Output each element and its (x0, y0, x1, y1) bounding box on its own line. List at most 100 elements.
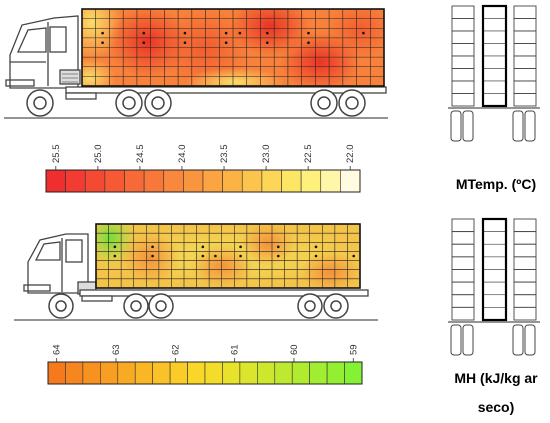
rear-panel-cell (451, 5, 475, 19)
rear-center-cell (482, 256, 507, 270)
rear-center-cell (482, 18, 507, 32)
scale-swatch (104, 169, 125, 193)
temperature-title: MTemp. (ºC) (456, 176, 536, 192)
sensor-point (224, 31, 228, 35)
scale-border (45, 169, 361, 193)
temperature-scale-ticks: 25.5 25.0 24.5 24.0 23.5 23.0 22.5 22.0 (51, 145, 356, 170)
scale-swatch (326, 361, 345, 385)
sensor-point (101, 41, 104, 44)
rear-panel-cell (513, 269, 537, 283)
sensor-point (307, 31, 310, 35)
rear-center-cell (482, 43, 507, 57)
sensor-point (142, 41, 146, 44)
rear-panel-cell (451, 80, 475, 94)
sensor-point (201, 245, 205, 249)
scale-tick-label: 23.0 (261, 145, 272, 164)
sensor-point (314, 245, 318, 249)
sensor-point (362, 31, 365, 35)
scale-swatch (320, 169, 341, 193)
sensor-point (224, 41, 228, 44)
humidity-heatmap (96, 224, 360, 288)
sensor-point (238, 31, 242, 35)
scale-swatch (187, 361, 206, 385)
scale-swatch (291, 361, 310, 385)
rear-wheel (512, 110, 524, 142)
scale-swatch (117, 361, 136, 385)
scale-swatch (241, 169, 263, 193)
sensor-point (101, 31, 104, 35)
rear-wheel (524, 110, 536, 142)
rear-center-cell (482, 80, 507, 94)
rear-panel-cell (451, 218, 475, 233)
scale-tick-label: 22.0 (345, 145, 356, 164)
scale-swatch (257, 361, 276, 385)
rear-wheel (524, 324, 536, 356)
truck-chassis (65, 86, 387, 100)
scale-swatch (222, 169, 243, 193)
scale-swatch (261, 169, 282, 193)
scale-swatch (300, 169, 322, 193)
rear-panel-cell (513, 55, 537, 69)
scale-swatch (202, 169, 223, 193)
rear-center-cell (482, 30, 507, 44)
rear-panel-cell (513, 5, 537, 19)
rear-panel-cell (451, 68, 475, 82)
scale-swatch (82, 361, 101, 385)
scale-swatch (65, 169, 86, 193)
rear-center-cell (482, 294, 507, 308)
scale-swatch (309, 361, 328, 385)
scale-swatch (169, 361, 188, 385)
humidity-scale-bar (47, 361, 363, 385)
temperature-scale-bar (45, 169, 361, 193)
rear-panel-cell (513, 231, 537, 245)
scale-swatch (163, 169, 184, 193)
sensor-point (183, 41, 187, 44)
rear-panel-cell (513, 93, 537, 107)
sensor-point (151, 254, 154, 258)
scale-tick-label: 24.5 (135, 145, 146, 164)
sensor-point (307, 41, 310, 44)
rear-center-cell (482, 243, 507, 258)
sensor-point (201, 254, 205, 258)
scale-swatch (340, 169, 361, 193)
truck-wheels (26, 89, 366, 117)
rear-panel-cell (451, 93, 475, 107)
rear-center-frame (481, 217, 508, 322)
rear-panel-cell (451, 55, 475, 69)
scale-swatch (84, 169, 106, 193)
sensor-point (113, 254, 117, 258)
temperature-grid (81, 8, 385, 87)
rear-wheel (462, 324, 474, 356)
sensor-point (183, 31, 187, 35)
rear-panel-cell (513, 68, 537, 82)
rear-view-bottom (448, 217, 540, 356)
humidity-scale-ticks: 64 63 62 61 60 59 (52, 344, 359, 362)
scale-tick-label: 63 (111, 344, 122, 355)
temperature-sensor-points (101, 31, 365, 44)
rear-panel-cell (451, 256, 475, 270)
rear-center-cell (482, 281, 507, 296)
temperature-color-scale: 25.5 25.0 24.5 24.0 23.5 23.0 22.5 22.0 (45, 145, 361, 193)
truck-chassis (79, 289, 369, 302)
humidity-color-scale: 64 63 62 61 60 59 (47, 344, 363, 385)
temperature-heatmap (82, 9, 384, 86)
grid-border (95, 223, 361, 289)
rear-center-cell (482, 55, 507, 69)
scale-swatch (239, 361, 258, 385)
rear-panel-cell (513, 218, 537, 233)
rear-center-cell (482, 269, 507, 283)
rear-wheel (450, 110, 462, 142)
rear-panel-cell (513, 43, 537, 57)
scale-swatch (47, 361, 66, 385)
rear-center-cell (482, 307, 507, 321)
sensor-point (314, 254, 318, 258)
rear-wheel (450, 324, 462, 356)
sensor-point (352, 254, 356, 258)
scale-tick-label: 59 (348, 344, 359, 355)
scale-tick-label: 25.0 (93, 145, 104, 164)
rear-panel-cell (451, 281, 475, 296)
rear-center-cell (482, 5, 507, 19)
scale-swatch (344, 361, 363, 385)
rear-view-top (448, 4, 540, 142)
sensor-point (239, 245, 242, 249)
